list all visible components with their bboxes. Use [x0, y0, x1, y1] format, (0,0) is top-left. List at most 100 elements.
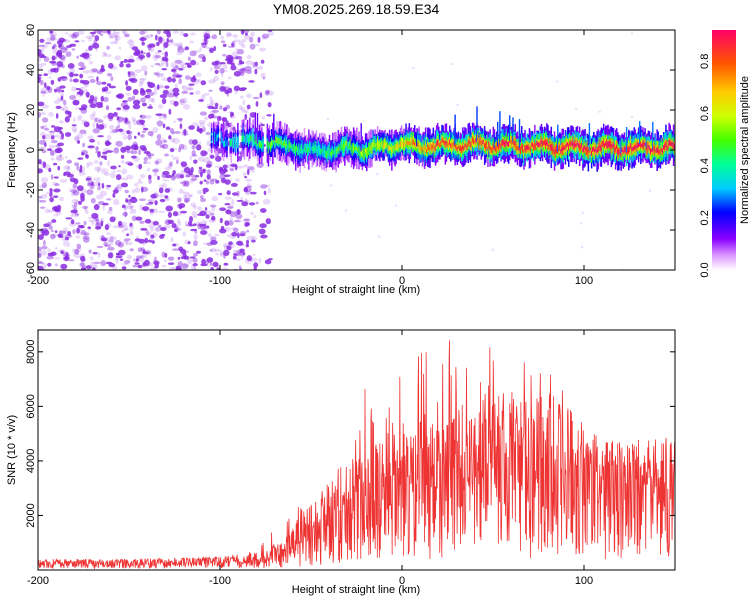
- band-cell: [221, 138, 224, 143]
- noise-speck: [223, 262, 229, 266]
- noise-speck: [214, 262, 220, 269]
- noise-speck: [87, 135, 94, 141]
- noise-speck: [167, 92, 175, 98]
- band-cell: [629, 146, 631, 152]
- noise-speck: [184, 250, 189, 253]
- noise-speck: [246, 185, 253, 188]
- band-cell: [502, 139, 504, 145]
- noise-speck: [207, 233, 212, 238]
- band-spike: [497, 121, 499, 147]
- noise-speck: [83, 221, 87, 226]
- noise-speck: [268, 258, 273, 261]
- noise-speck: [232, 192, 239, 196]
- noise-speck: [344, 209, 348, 212]
- noise-speck: [41, 245, 48, 250]
- noise-speck: [236, 232, 240, 239]
- noise-speck: [88, 144, 94, 150]
- noise-speck: [143, 151, 151, 154]
- noise-speck: [190, 59, 197, 66]
- noise-speck: [72, 229, 76, 235]
- noise-speck: [212, 261, 219, 267]
- noise-speck: [129, 224, 134, 231]
- noise-speck: [58, 249, 66, 253]
- noise-speck: [72, 78, 79, 83]
- noise-speck: [208, 89, 213, 92]
- noise-speck: [88, 98, 94, 104]
- noise-speck: [195, 90, 201, 95]
- noise-speck: [191, 210, 197, 218]
- band-cell: [400, 140, 403, 146]
- noise-speck: [266, 114, 272, 117]
- noise-speck: [38, 158, 41, 165]
- noise-speck: [58, 43, 61, 49]
- noise-speck: [205, 180, 209, 185]
- noise-speck: [65, 160, 73, 164]
- noise-speck: [78, 107, 87, 111]
- noise-speck: [199, 60, 206, 63]
- band-cell: [673, 144, 675, 151]
- band-cell: [628, 147, 630, 154]
- band-cell: [475, 138, 477, 143]
- colorbar-label: Normalized spectral amplitude: [739, 76, 750, 224]
- band-cell: [651, 148, 653, 153]
- noise-speck: [178, 143, 185, 150]
- band-cell: [622, 149, 625, 154]
- band-cell: [467, 140, 469, 147]
- noise-speck: [174, 228, 178, 232]
- noise-speck: [131, 155, 137, 159]
- noise-speck: [175, 64, 179, 68]
- band-cell: [249, 135, 251, 142]
- band-cell: [550, 145, 552, 150]
- noise-speck: [54, 257, 61, 260]
- band-cell: [315, 146, 318, 151]
- noise-speck: [164, 188, 171, 193]
- noise-speck: [133, 258, 138, 263]
- band-cell: [533, 144, 535, 151]
- band-cell: [226, 140, 228, 147]
- band-cell: [213, 132, 215, 137]
- noise-speck: [91, 219, 95, 226]
- noise-speck: [79, 164, 83, 171]
- band-spike: [416, 133, 418, 147]
- noise-speck: [161, 264, 167, 268]
- noise-speck: [126, 174, 134, 180]
- noise-speck: [114, 35, 121, 41]
- noise-speck: [129, 210, 137, 214]
- band-cell: [540, 138, 543, 144]
- noise-speck: [190, 32, 196, 36]
- noise-speck: [239, 267, 243, 270]
- band-cell: [394, 145, 396, 151]
- noise-speck: [43, 73, 48, 76]
- noise-speck: [38, 56, 42, 63]
- noise-speck: [139, 30, 146, 35]
- noise-speck: [88, 249, 92, 254]
- noise-speck: [139, 89, 146, 96]
- noise-speck: [215, 252, 219, 256]
- noise-speck: [237, 165, 244, 169]
- noise-speck: [44, 133, 51, 140]
- noise-speck: [81, 119, 87, 122]
- noise-speck: [146, 91, 155, 97]
- noise-speck: [48, 130, 56, 133]
- noise-speck: [158, 104, 164, 109]
- noise-speck: [200, 42, 208, 45]
- noise-speck: [253, 43, 260, 47]
- band-cell: [252, 135, 254, 141]
- band-cell: [335, 149, 337, 155]
- band-cell: [332, 148, 334, 154]
- band-cell: [399, 141, 402, 148]
- noise-speck: [55, 155, 62, 162]
- noise-speck: [42, 262, 47, 269]
- noise-speck: [104, 237, 110, 242]
- noise-speck: [60, 47, 68, 53]
- noise-speck: [171, 223, 177, 229]
- band-spike: [499, 111, 501, 144]
- noise-speck: [162, 113, 166, 120]
- band-cell: [642, 143, 644, 147]
- noise-speck: [111, 34, 114, 39]
- band-cell: [283, 142, 285, 147]
- noise-speck: [206, 257, 214, 263]
- noise-speck: [175, 95, 178, 100]
- noise-speck: [246, 69, 252, 74]
